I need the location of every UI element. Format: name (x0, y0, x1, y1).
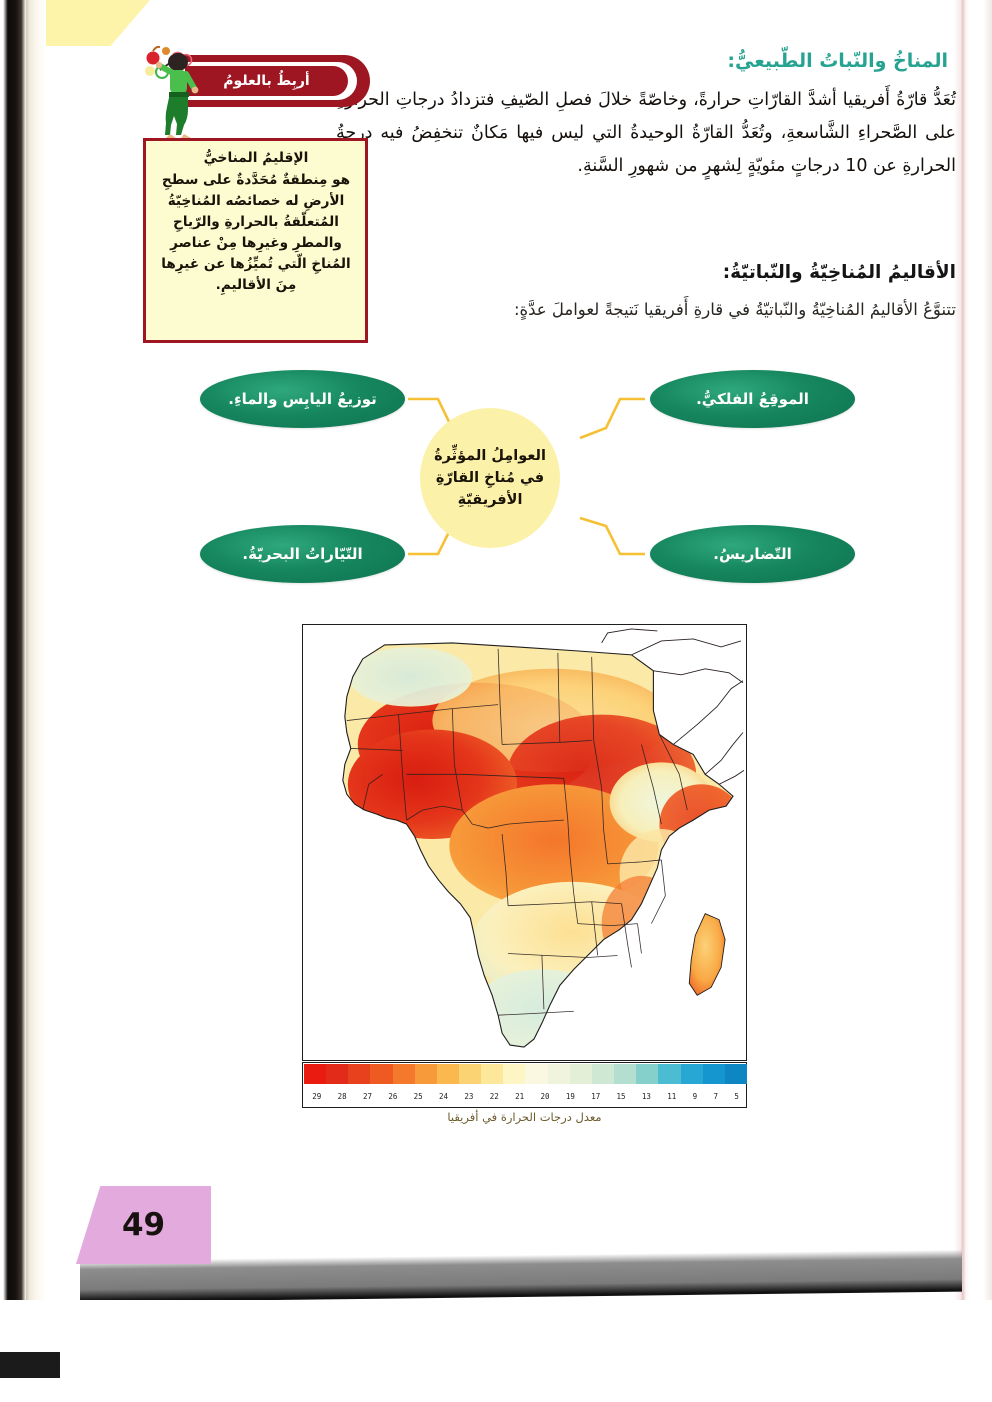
legend-tick-13: 25 (413, 1092, 423, 1101)
page-right-edge-outer (970, 0, 992, 1402)
page-title: المناخُ والنّباتُ الطّبيعيُّ: (727, 50, 948, 72)
legend-tick-labels: 5 7 9 11 13 15 17 19 20 21 22 23 24 25 26 27 28 29 (304, 1086, 747, 1107)
country-borders (346, 648, 688, 1016)
legend-swatch-11 (481, 1064, 504, 1084)
legend-tick-5: 15 (616, 1092, 626, 1101)
legend-swatch-7 (569, 1064, 592, 1084)
legend-swatch-13 (436, 1064, 459, 1084)
below-book-surface (0, 1300, 992, 1402)
definition-box (143, 138, 368, 343)
legend-swatch-15 (392, 1064, 415, 1084)
center-line-2: في مُناخِ القارّةِ (435, 470, 545, 486)
legend-swatch-14 (414, 1064, 437, 1084)
legend-swatch-5 (614, 1064, 637, 1084)
legend-tick-1: 7 (713, 1092, 718, 1101)
legend-swatch-8 (547, 1064, 570, 1084)
legend-tick-15: 27 (362, 1092, 372, 1101)
legend-swatch-19 (303, 1064, 327, 1084)
legend-swatch-3 (658, 1064, 681, 1084)
definition-box-content: الإقليمُ المناخيُّ هو مِنطقةٌ مُحَدَّدةٌ… (150, 146, 362, 338)
page-number-label: 49 (121, 1207, 166, 1243)
center-line-3: الأفريقيّةِ (457, 492, 523, 508)
regions-section-subtitle: تتنوَّعُ الأقاليمُ المُناخِيّةُ والنّبات… (513, 300, 956, 319)
legend-tick-0: 5 (734, 1092, 739, 1101)
student-with-science-tools-icon (145, 45, 199, 138)
regions-section-heading: الأقاليمُ المُناخِيّةُ والنّباتيّةُ: (722, 262, 956, 283)
page-right-edge (954, 0, 970, 1402)
legend-swatch-12 (458, 1064, 482, 1084)
legend-tick-14: 26 (388, 1092, 398, 1101)
legend-tick-4: 13 (641, 1092, 651, 1101)
factor-node-bottom-left[interactable]: التّيّاراتُ البحريّةُ. (200, 525, 405, 583)
bottom-left-dark-corner (0, 1352, 60, 1378)
legend-swatch-10 (503, 1064, 526, 1084)
science-link-banner-label: أربِطُ بالعلومُ (223, 73, 310, 89)
legend-swatch-4 (636, 1064, 659, 1084)
center-line-1: العوامِلُ المؤثِّرةُ (434, 448, 546, 464)
legend-tick-12: 24 (439, 1092, 449, 1101)
africa-temperature-map (302, 624, 747, 1061)
factor-node-bottom-right[interactable]: التّضاريسُ. (650, 525, 855, 583)
map-legend: 5 7 9 11 13 15 17 19 20 21 22 23 24 25 26 27 28 29 (302, 1062, 747, 1108)
legend-tick-9: 21 (515, 1092, 525, 1101)
factor-node-top-right[interactable]: الموقِعُ الفلكيُّ. (650, 370, 855, 428)
legend-tick-6: 17 (591, 1092, 601, 1101)
madagascar (688, 913, 726, 996)
neighbouring-landmasses (601, 628, 745, 785)
legend-colorbar (303, 1064, 747, 1084)
legend-swatch-9 (525, 1064, 548, 1084)
legend-swatch-0 (724, 1064, 747, 1084)
africa-outline (342, 642, 734, 1048)
legend-tick-17: 29 (312, 1092, 322, 1101)
book-gutter-shadow (0, 0, 26, 1357)
map-caption: معدل درجات الحرارة في أفريقيا (447, 1110, 602, 1124)
legend-swatch-1 (702, 1064, 725, 1084)
legend-tick-11: 23 (464, 1092, 474, 1101)
legend-swatch-2 (680, 1064, 703, 1084)
book-gutter-paper (24, 0, 46, 1357)
legend-tick-3: 11 (667, 1092, 677, 1101)
definition-box-body: هو مِنطقةٌ مُحَدَّدةٌ على سطحِ الأرضِ له… (161, 172, 351, 293)
intro-paragraph: تُعَدُّ قارّةُ أَفريقيا أشدَّ القارّاتِ … (336, 90, 956, 176)
legend-tick-10: 22 (489, 1092, 499, 1101)
legend-tick-16: 28 (337, 1092, 347, 1101)
legend-swatch-18 (326, 1064, 349, 1084)
legend-swatch-17 (348, 1064, 371, 1084)
legend-tick-2: 9 (692, 1092, 698, 1101)
factor-node-top-left[interactable]: توزيعُ اليابِس والماءِ. (200, 370, 405, 428)
definition-box-title: الإقليمُ المناخيُّ (203, 150, 309, 166)
science-link-banner-fill (185, 66, 348, 96)
page-number-badge (76, 1186, 211, 1264)
legend-tick-7: 19 (565, 1092, 575, 1101)
legend-swatch-16 (370, 1064, 393, 1084)
legend-tick-8: 20 (540, 1092, 550, 1101)
map-svg (303, 625, 746, 1060)
legend-swatch-6 (591, 1064, 615, 1084)
factors-concept-diagram: توزيعُ اليابِس والماءِ. الموقِعُ الفلكيُ… (180, 360, 970, 610)
factor-diagram-center: العوامِلُ المؤثِّرةُ في مُناخِ القارّةِ … (420, 408, 560, 548)
